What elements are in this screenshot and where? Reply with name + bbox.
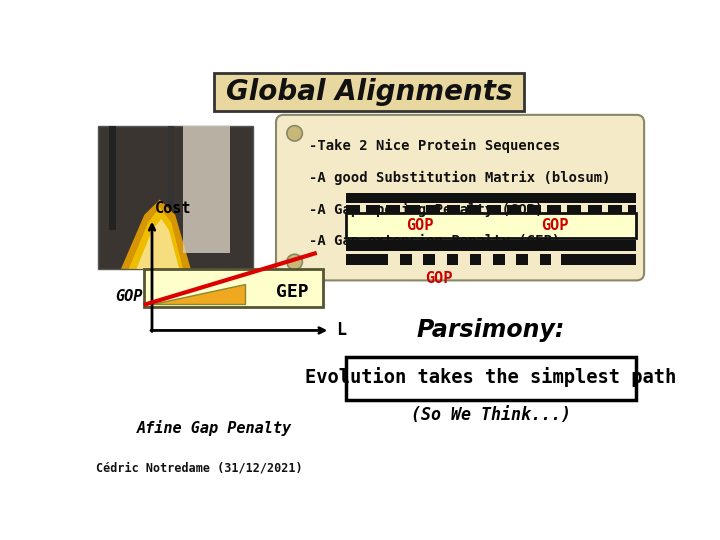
Text: GOP: GOP xyxy=(425,272,452,286)
Bar xyxy=(567,205,581,215)
Bar xyxy=(406,205,420,215)
Bar xyxy=(366,205,380,215)
Bar xyxy=(547,205,561,215)
Polygon shape xyxy=(129,207,183,269)
Bar xyxy=(516,254,528,265)
Bar xyxy=(469,254,482,265)
Text: Global Alignments: Global Alignments xyxy=(226,78,512,106)
Text: GEP: GEP xyxy=(276,283,309,301)
Bar xyxy=(446,254,458,265)
Polygon shape xyxy=(121,200,191,269)
Text: -A good Substitution Matrix (blosum): -A good Substitution Matrix (blosum) xyxy=(309,171,610,185)
Bar xyxy=(400,254,412,265)
Bar xyxy=(109,126,116,231)
Text: Cost: Cost xyxy=(155,201,192,215)
Circle shape xyxy=(287,254,302,269)
Circle shape xyxy=(287,126,302,141)
Bar xyxy=(588,205,601,215)
Bar xyxy=(426,205,441,215)
Bar xyxy=(346,193,636,204)
Bar xyxy=(346,254,388,265)
Bar xyxy=(346,357,636,400)
Bar xyxy=(527,205,541,215)
Bar xyxy=(346,213,636,238)
Text: -A Gap opening Penalty (GOP): -A Gap opening Penalty (GOP) xyxy=(309,202,543,217)
Bar xyxy=(386,205,400,215)
Bar xyxy=(446,205,461,215)
Bar xyxy=(346,205,360,215)
Polygon shape xyxy=(137,219,179,269)
Text: GOP: GOP xyxy=(115,289,143,304)
Bar xyxy=(346,240,636,251)
Bar xyxy=(168,126,174,207)
Bar xyxy=(98,126,253,269)
Bar xyxy=(467,205,481,215)
Text: Afine Gap Penalty: Afine Gap Penalty xyxy=(136,420,292,436)
Polygon shape xyxy=(152,284,245,304)
FancyBboxPatch shape xyxy=(276,115,644,280)
Text: GOP: GOP xyxy=(405,218,433,233)
Bar xyxy=(608,205,621,215)
Bar xyxy=(183,126,230,253)
Bar xyxy=(628,205,636,215)
Bar xyxy=(561,254,636,265)
Text: (So We Think...): (So We Think...) xyxy=(411,406,571,424)
Bar xyxy=(487,205,500,215)
Bar xyxy=(493,254,505,265)
Text: Parsimony:: Parsimony: xyxy=(417,319,565,342)
Text: L: L xyxy=(336,321,346,340)
Bar xyxy=(144,269,323,307)
Bar xyxy=(423,254,435,265)
Text: GOP: GOP xyxy=(541,218,569,233)
Text: -Take 2 Nice Protein Sequences: -Take 2 Nice Protein Sequences xyxy=(309,139,560,153)
FancyBboxPatch shape xyxy=(214,72,524,111)
Bar xyxy=(539,254,551,265)
Bar xyxy=(507,205,521,215)
Text: Evolution takes the simplest path: Evolution takes the simplest path xyxy=(305,367,677,387)
Text: Cédric Notredame (31/12/2021): Cédric Notredame (31/12/2021) xyxy=(96,462,303,475)
Text: -A Gap extension Penalty (GEP): -A Gap extension Penalty (GEP) xyxy=(309,234,560,248)
